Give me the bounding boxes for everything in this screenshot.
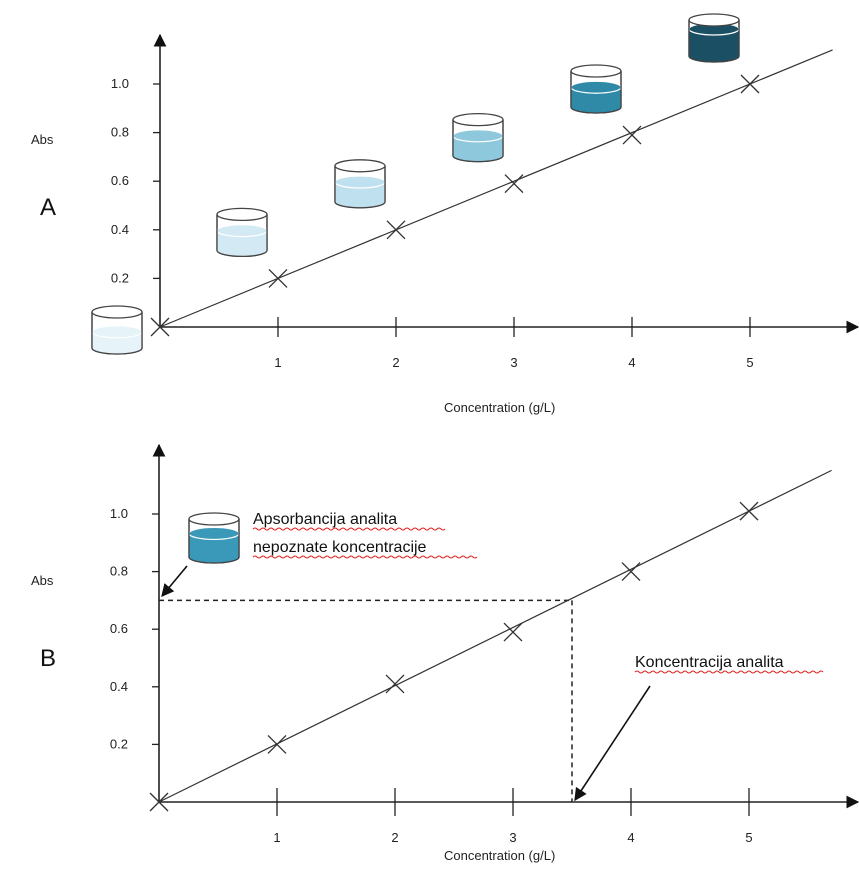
panel-a-calibration-line [159, 49, 833, 328]
panel-a-data-point [150, 317, 170, 337]
panel-b-y-tick-label-0.6: 0.6 [110, 621, 128, 636]
panel-a-x-axis-label: Concentration (g/L) [444, 400, 555, 415]
panel-a-x-tick-label-1: 1 [274, 355, 281, 370]
panel-a-y-axis-label: Abs [31, 132, 54, 147]
panel-a-data-point [504, 174, 524, 194]
cuvette-icon [688, 13, 740, 63]
cuvette-icon [91, 305, 143, 355]
panel-b-letter: B [40, 645, 56, 672]
panel-a-y-tick-label-0.8: 0.8 [111, 125, 129, 140]
panel-b-calibration-line [158, 469, 832, 803]
panel-b-y-tick-label-1.0: 1.0 [110, 506, 128, 521]
concentration-annotation: Koncentracija analita [635, 654, 784, 671]
panel-b-x-tick-label-3: 3 [509, 830, 516, 845]
panel-a-data-point [622, 125, 642, 145]
panel-b-y-axis-label: Abs [31, 573, 54, 588]
panel-a-letter: A [40, 194, 56, 221]
spellcheck-underline-1 [252, 527, 446, 531]
cuvette-icon [452, 112, 504, 163]
concentration-arrow [574, 685, 651, 802]
panel-a-chart: Abs Concentration (g/L) A 1 2 3 4 5 0.2 0.4 0.6… [31, 13, 859, 415]
panel-a-y-tick-label-1.0: 1.0 [111, 76, 129, 91]
panel-b-chart: Abs Concentration (g/L) B 1 2 3 4 5 0.2 0.4 0.6… [31, 443, 859, 863]
absorbance-arrow [161, 565, 188, 597]
panel-b-x-tick-label-1: 1 [273, 830, 280, 845]
panel-b-y-tick-label-0.8: 0.8 [110, 564, 128, 579]
cuvette-icon [570, 64, 622, 114]
panel-b-data-point [503, 622, 523, 642]
panel-b-x-axis-label: Concentration (g/L) [444, 848, 555, 863]
panel-b-data-point [739, 501, 759, 521]
panel-a-y-tick-label-0.6: 0.6 [111, 173, 129, 188]
panel-a-data-point [740, 74, 760, 94]
panel-b-x-tick-label-5: 5 [745, 830, 752, 845]
panel-b-data-point [385, 674, 405, 694]
spellcheck-underline-3 [634, 670, 824, 674]
panel-a-x-tick-label-3: 3 [510, 355, 517, 370]
absorbance-annotation-line1: Apsorbancija analita [253, 511, 397, 528]
absorbance-annotation-line2: nepoznate koncentracije [253, 539, 427, 556]
spellcheck-underline-2 [252, 555, 478, 559]
cuvette-icon [216, 207, 268, 258]
panel-a-x-tick-label-2: 2 [392, 355, 399, 370]
panel-b-data-point [149, 792, 169, 812]
panel-b-y-tick-label-0.2: 0.2 [110, 736, 128, 751]
panel-b-data-point [621, 562, 641, 582]
panel-a-data-point [268, 268, 288, 288]
panel-a-x-tick-label-4: 4 [628, 355, 635, 370]
panel-a-y-tick-label-0.2: 0.2 [111, 270, 129, 285]
cuvette-icon [334, 159, 386, 209]
panel-a-x-tick-label-5: 5 [746, 355, 753, 370]
unknown-sample-cuvette-icon [188, 512, 240, 564]
panel-b-data-point [267, 734, 287, 754]
panel-b-y-tick-label-0.4: 0.4 [110, 679, 128, 694]
panel-b-x-tick-label-2: 2 [391, 830, 398, 845]
panel-a-data-point [386, 220, 406, 240]
panel-b-x-tick-label-4: 4 [627, 830, 634, 845]
panel-a-y-tick-label-0.4: 0.4 [111, 222, 129, 237]
